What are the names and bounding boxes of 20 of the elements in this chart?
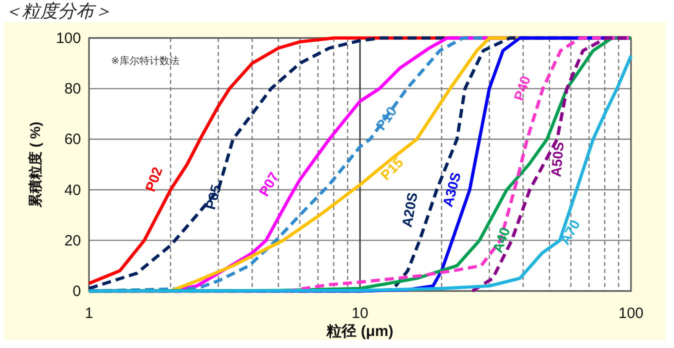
x-axis-title: 粒径 (μm) xyxy=(326,323,394,340)
annotation: ※库尔特计数法 xyxy=(111,55,180,67)
y-tick-label: 100 xyxy=(56,30,81,47)
text: A30S xyxy=(439,170,464,208)
text: A40 xyxy=(489,224,514,255)
y-tick-label: 80 xyxy=(64,80,81,98)
x-tick-label: 100 xyxy=(618,305,644,322)
x-tick-label: 1 xyxy=(84,305,94,322)
y-tick-label: 40 xyxy=(64,182,81,199)
y-tick-label: 60 xyxy=(64,131,81,148)
text: A20S xyxy=(398,191,420,228)
text: P40 xyxy=(510,74,534,103)
x-tick-label: 10 xyxy=(352,305,368,322)
text: P15 xyxy=(377,154,406,184)
text: A50S xyxy=(548,141,567,178)
chart-title: ＜粒度分布＞ xyxy=(4,1,112,21)
text: P02 xyxy=(142,164,166,194)
y-axis-title: 累積粒度 ( %) xyxy=(27,122,43,208)
y-tick-label: 20 xyxy=(64,232,81,250)
y-tick-label: 0 xyxy=(72,283,81,300)
